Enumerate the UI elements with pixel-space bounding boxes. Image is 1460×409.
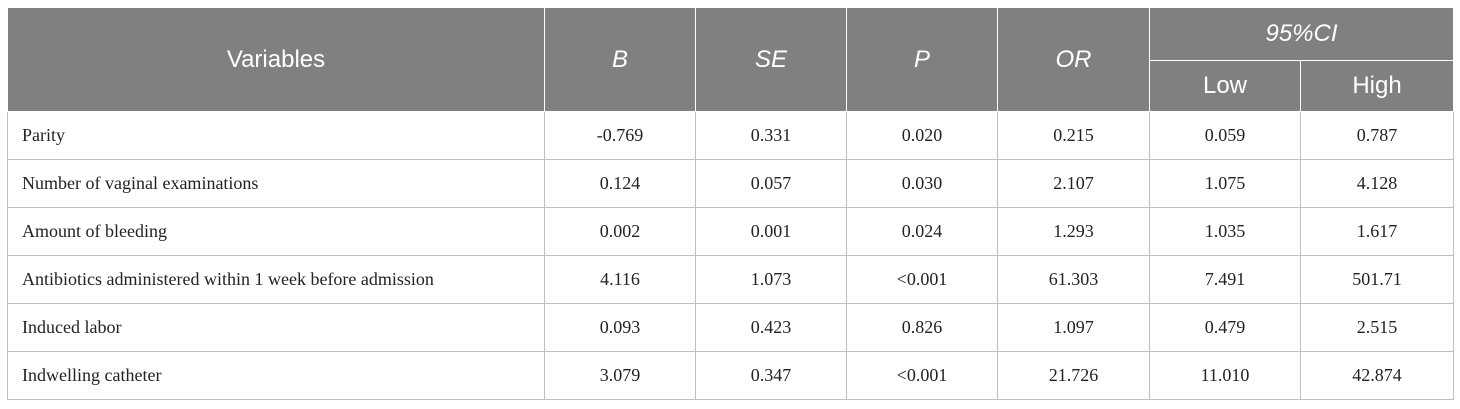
cell-high: 4.128 [1300,159,1455,208]
cell-b: 0.124 [544,159,696,208]
table-row: Amount of bleeding 0.002 0.001 0.024 1.2… [7,207,1455,256]
header-variables: Variables [7,7,545,112]
header-b: B [544,7,696,112]
cell-p: <0.001 [846,255,998,304]
cell-high: 1.617 [1300,207,1455,256]
cell-b: -0.769 [544,111,696,160]
cell-or: 21.726 [997,351,1150,400]
cell-high: 2.515 [1300,303,1455,352]
cell-low: 7.491 [1149,255,1301,304]
cell-low: 1.075 [1149,159,1301,208]
cell-variable: Indwelling catheter [7,351,545,400]
cell-high: 42.874 [1300,351,1455,400]
cell-high: 0.787 [1300,111,1455,160]
cell-b: 3.079 [544,351,696,400]
cell-se: 0.001 [695,207,847,256]
header-ci: 95%CI [1148,7,1455,61]
regression-table: Variables B SE P OR 95%CI Low High Parit… [7,7,1455,400]
cell-variable: Parity [7,111,545,160]
cell-p: <0.001 [846,351,998,400]
header-se: SE [695,7,847,112]
cell-se: 1.073 [695,255,847,304]
table-row: Parity -0.769 0.331 0.020 0.215 0.059 0.… [7,111,1455,160]
cell-p: 0.024 [846,207,998,256]
cell-b: 0.093 [544,303,696,352]
cell-variable: Amount of bleeding [7,207,545,256]
cell-low: 1.035 [1149,207,1301,256]
cell-p: 0.826 [846,303,998,352]
table-row: Number of vaginal examinations 0.124 0.0… [7,159,1455,208]
cell-low: 11.010 [1149,351,1301,400]
header-low: Low [1149,60,1301,112]
cell-or: 61.303 [997,255,1150,304]
cell-or: 0.215 [997,111,1150,160]
table-row: Indwelling catheter 3.079 0.347 <0.001 2… [7,351,1455,400]
cell-or: 2.107 [997,159,1150,208]
cell-p: 0.030 [846,159,998,208]
header-or: OR [997,7,1150,112]
cell-variable: Number of vaginal examinations [7,159,545,208]
cell-variable: Antibiotics administered within 1 week b… [7,255,545,304]
cell-low: 0.479 [1149,303,1301,352]
header-high: High [1299,60,1455,112]
cell-low: 0.059 [1149,111,1301,160]
cell-se: 0.331 [695,111,847,160]
cell-p: 0.020 [846,111,998,160]
table-row: Antibiotics administered within 1 week b… [7,255,1455,304]
cell-variable: Induced labor [7,303,545,352]
cell-se: 0.057 [695,159,847,208]
cell-b: 4.116 [544,255,696,304]
cell-b: 0.002 [544,207,696,256]
cell-or: 1.293 [997,207,1150,256]
cell-se: 0.423 [695,303,847,352]
header-p: P [846,7,998,112]
cell-high: 501.71 [1300,255,1455,304]
cell-se: 0.347 [695,351,847,400]
cell-or: 1.097 [997,303,1150,352]
table-row: Induced labor 0.093 0.423 0.826 1.097 0.… [7,303,1455,352]
